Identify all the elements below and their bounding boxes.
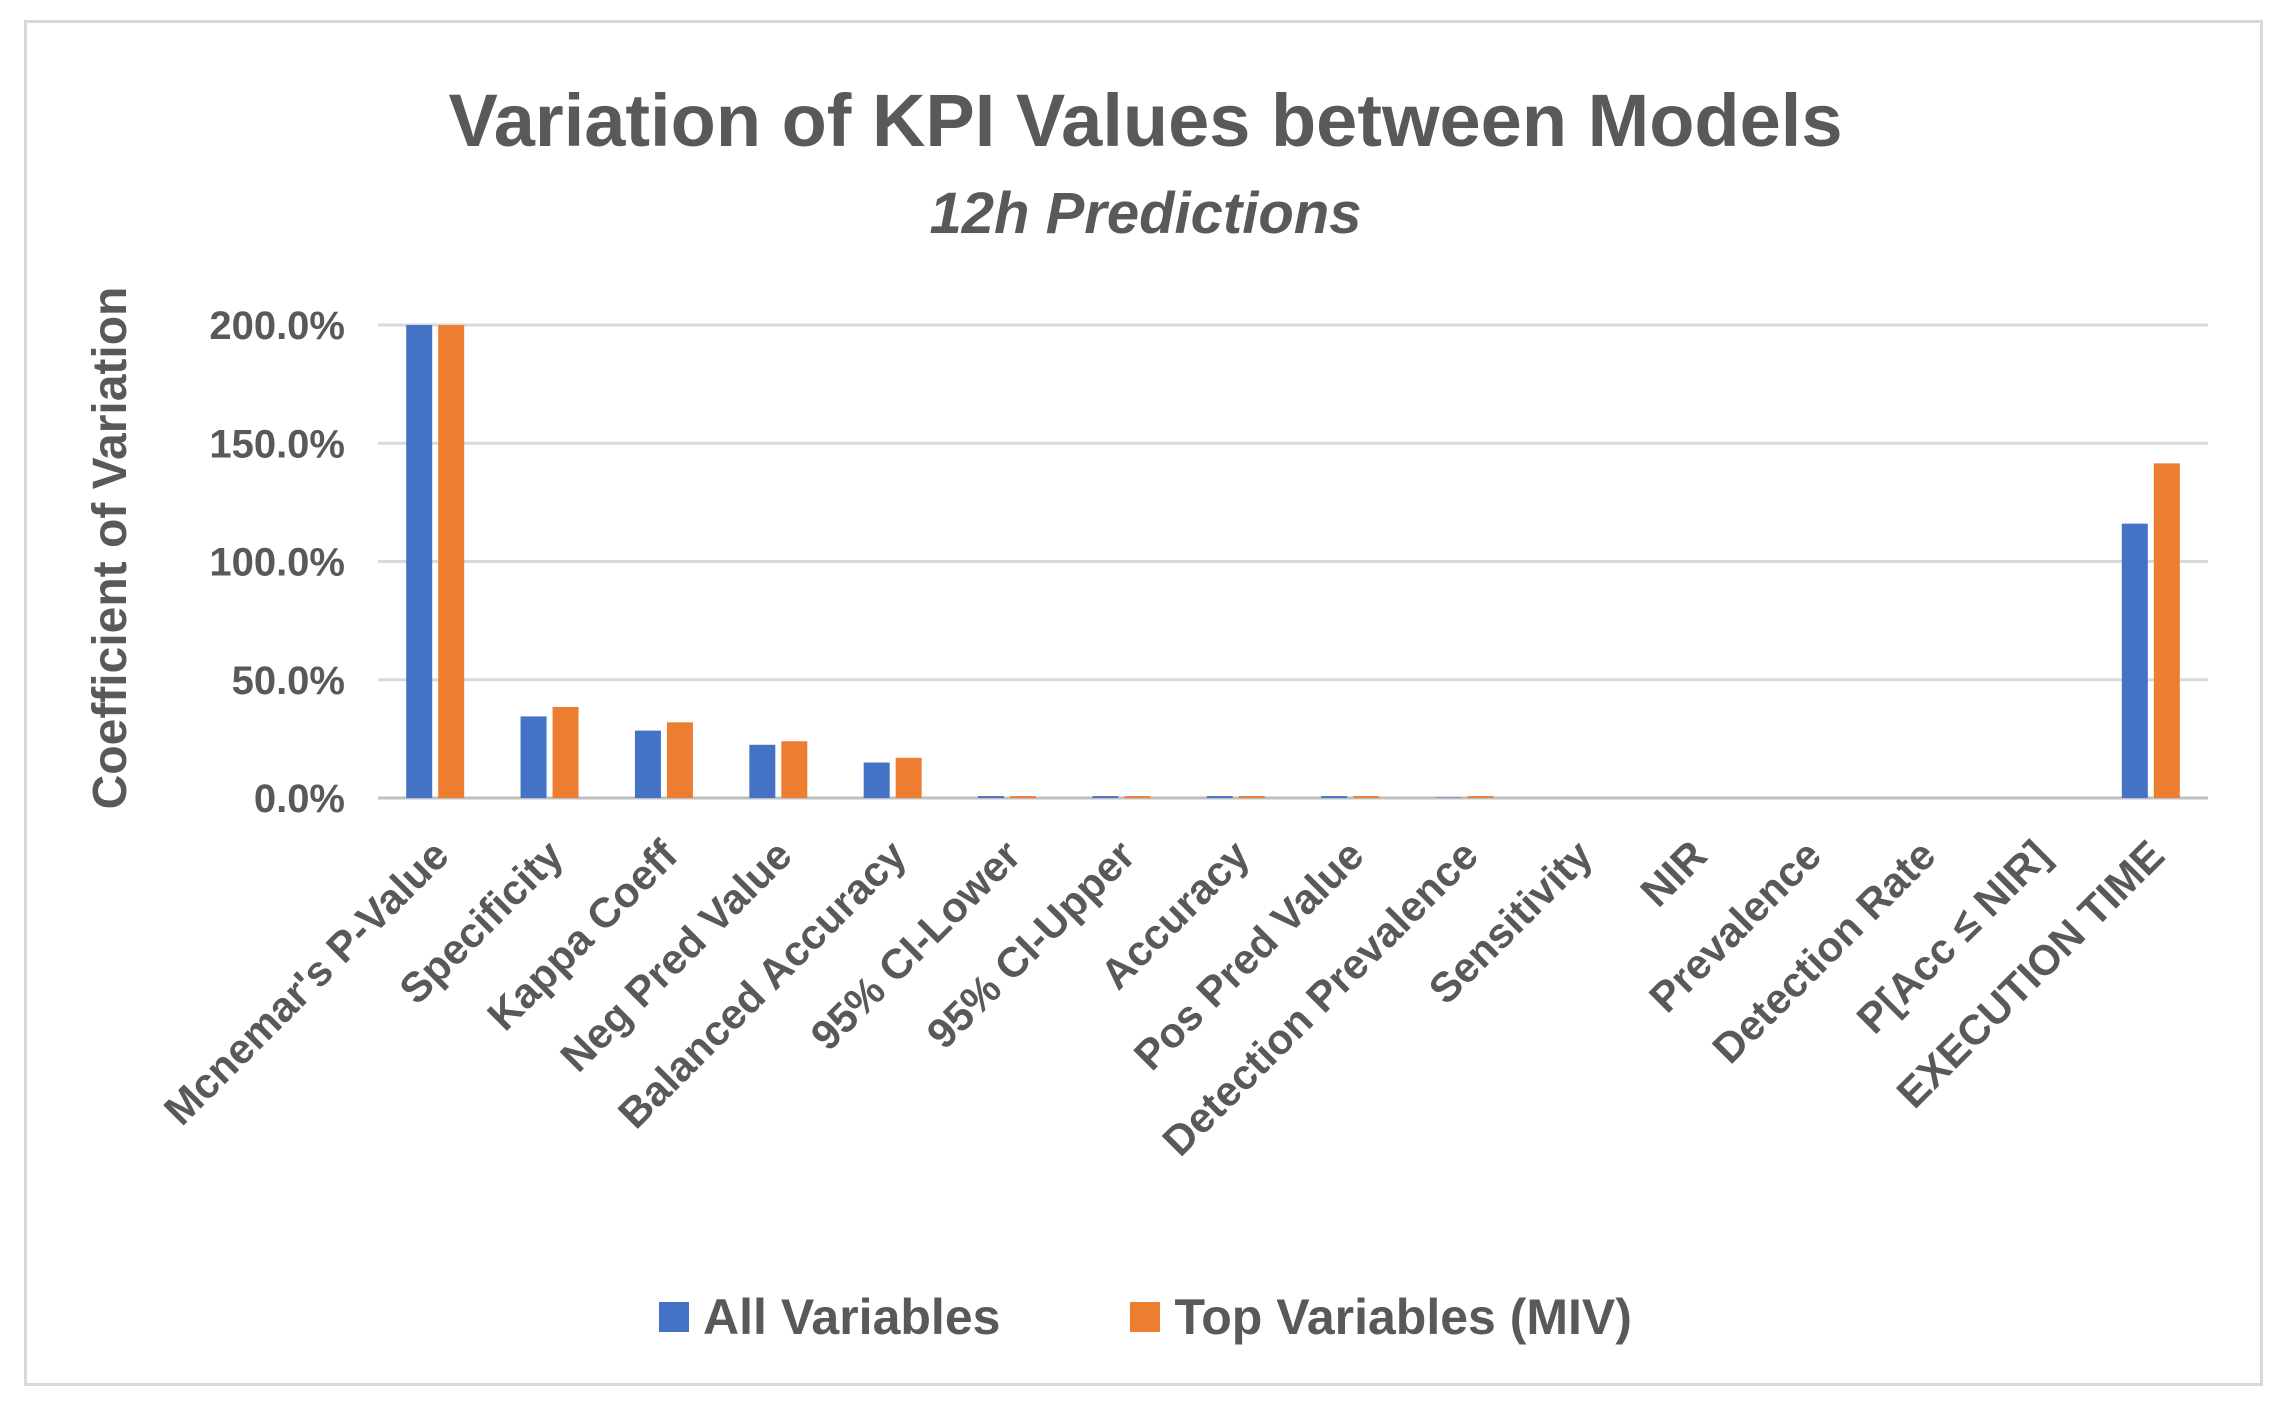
bar-all-variables xyxy=(406,325,433,798)
y-axis-title: Coefficient of Variation xyxy=(84,287,137,810)
bar-all-variables xyxy=(749,744,776,798)
bar-all-variables xyxy=(520,716,547,798)
bar-top-variables xyxy=(438,325,465,798)
bar-all-variables xyxy=(1092,796,1119,798)
bar-top-variables xyxy=(666,722,693,798)
y-tick-label: 100.0% xyxy=(209,541,345,585)
bar-top-variables xyxy=(1467,796,1494,798)
legend-swatch-top-variables xyxy=(1130,1302,1161,1332)
legend: All Variables Top Variables (MIV) xyxy=(0,1288,2291,1346)
bar-top-variables xyxy=(1010,796,1037,798)
legend-item-top-variables: Top Variables (MIV) xyxy=(1130,1288,1632,1346)
x-tick-label: NIR xyxy=(1631,831,1715,915)
y-tick-label: 50.0% xyxy=(232,659,345,703)
bar-top-variables xyxy=(2153,463,2180,798)
bar-all-variables xyxy=(634,730,661,798)
bar-all-variables xyxy=(2121,523,2148,798)
bar-all-variables xyxy=(978,796,1005,798)
y-tick-label: 0.0% xyxy=(254,777,345,821)
y-tick-label: 200.0% xyxy=(209,304,345,348)
bar-top-variables xyxy=(552,706,579,798)
chart-title: Variation of KPI Values between Models xyxy=(448,79,1843,162)
legend-swatch-all-variables xyxy=(659,1302,690,1332)
bar-all-variables xyxy=(1321,796,1348,798)
y-tick-label: 150.0% xyxy=(209,422,345,466)
bar-top-variables xyxy=(1353,796,1380,798)
legend-label-all-variables: All Variables xyxy=(703,1289,1001,1345)
legend-label-top-variables: Top Variables (MIV) xyxy=(1174,1289,1632,1345)
x-tick-label: 95% CI-Upper xyxy=(917,831,1143,1057)
chart-frame xyxy=(24,20,2263,1386)
bar-all-variables xyxy=(863,762,890,798)
bar-top-variables xyxy=(781,741,808,798)
bar-all-variables xyxy=(1206,796,1233,798)
legend-item-all-variables: All Variables xyxy=(659,1288,1000,1346)
bar-top-variables xyxy=(895,757,922,798)
bar-top-variables xyxy=(1124,796,1151,798)
chart-subtitle: 12h Predictions xyxy=(929,181,1362,246)
bar-top-variables xyxy=(1238,796,1265,798)
